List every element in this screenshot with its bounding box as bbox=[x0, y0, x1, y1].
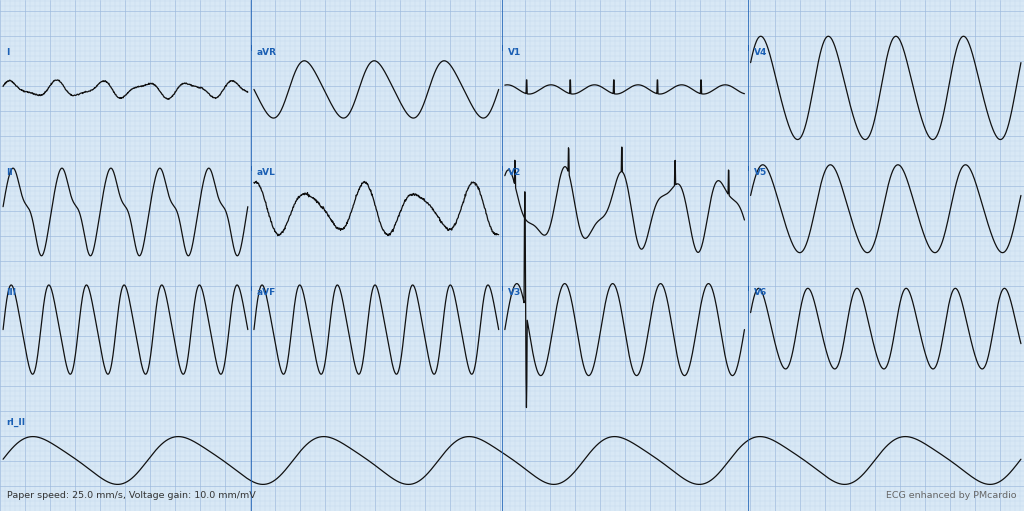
Text: II: II bbox=[6, 168, 13, 177]
Text: V5: V5 bbox=[754, 168, 767, 177]
Text: V1: V1 bbox=[508, 48, 521, 57]
Text: V3: V3 bbox=[508, 288, 521, 297]
Text: aVR: aVR bbox=[257, 48, 278, 57]
Text: III: III bbox=[6, 288, 16, 297]
Text: rI_II: rI_II bbox=[6, 418, 26, 427]
Text: ECG enhanced by PMcardio: ECG enhanced by PMcardio bbox=[887, 491, 1017, 500]
Text: I: I bbox=[6, 48, 9, 57]
Text: Paper speed: 25.0 mm/s, Voltage gain: 10.0 mm/mV: Paper speed: 25.0 mm/s, Voltage gain: 10… bbox=[7, 491, 256, 500]
Text: V4: V4 bbox=[754, 48, 767, 57]
Text: aVL: aVL bbox=[257, 168, 275, 177]
Text: aVF: aVF bbox=[257, 288, 276, 297]
Text: V6: V6 bbox=[754, 288, 767, 297]
Text: V2: V2 bbox=[508, 168, 521, 177]
